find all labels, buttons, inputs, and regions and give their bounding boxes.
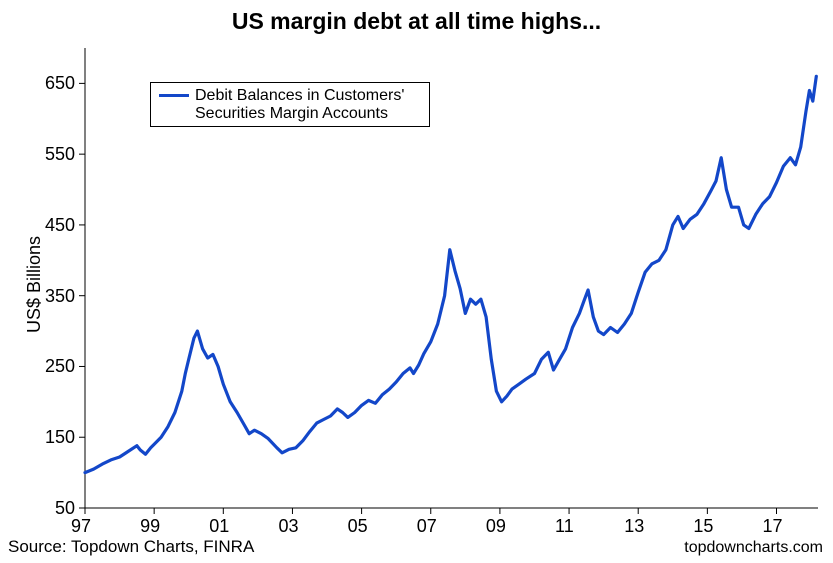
attribution-text: topdowncharts.com <box>684 539 823 557</box>
y-tick-label: 650 <box>45 73 75 94</box>
x-tick-label: 03 <box>278 516 298 537</box>
y-tick-label: 550 <box>45 144 75 165</box>
chart-container: US margin debt at all time highs... US$ … <box>0 0 833 563</box>
x-tick-label: 99 <box>140 516 160 537</box>
legend-label: Debit Balances in Customers'Securities M… <box>195 87 404 122</box>
source-text: Source: Topdown Charts, FINRA <box>8 537 254 557</box>
x-tick-label: 07 <box>417 516 437 537</box>
legend-swatch <box>159 94 189 97</box>
legend: Debit Balances in Customers'Securities M… <box>150 82 430 127</box>
x-tick-label: 05 <box>348 516 368 537</box>
x-tick-label: 11 <box>555 516 574 537</box>
x-tick-label: 09 <box>486 516 506 537</box>
x-tick-label: 15 <box>693 516 713 537</box>
x-tick-label: 97 <box>71 516 91 537</box>
y-tick-label: 150 <box>45 427 75 448</box>
y-tick-label: 350 <box>45 286 75 307</box>
y-tick-label: 250 <box>45 356 75 377</box>
x-tick-label: 13 <box>624 516 644 537</box>
y-tick-label: 450 <box>45 215 75 236</box>
x-tick-label: 01 <box>209 516 229 537</box>
x-tick-label: 17 <box>763 516 783 537</box>
